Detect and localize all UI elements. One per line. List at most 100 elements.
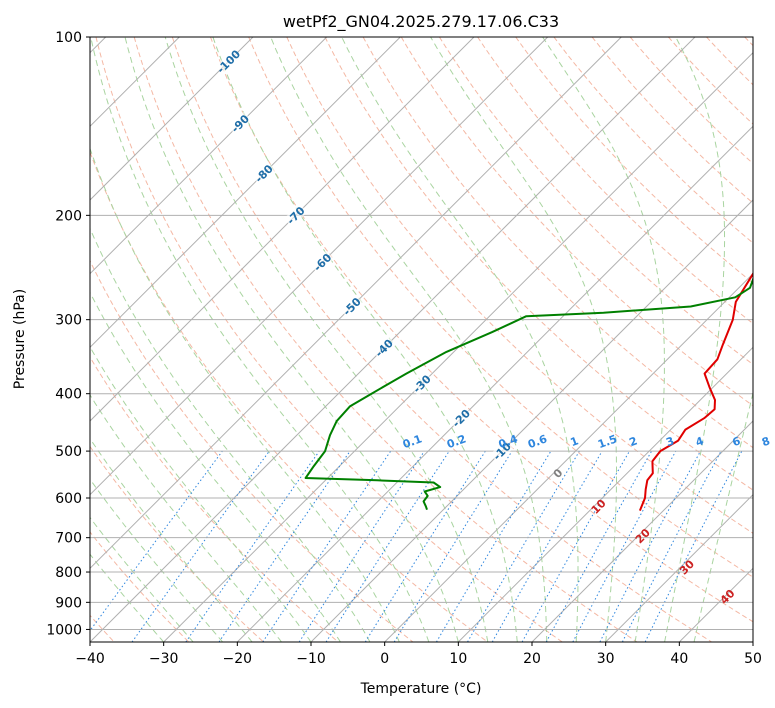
x-tick-label: −20 xyxy=(223,651,253,667)
dry-adiabat-line xyxy=(90,259,414,642)
dry-adiabat-line xyxy=(133,37,638,642)
x-tick-label: −10 xyxy=(296,651,326,667)
mixing-ratio-label: 4 xyxy=(694,434,706,449)
dry-adiabat-line xyxy=(95,37,563,642)
mixing-ratio-label: 3 xyxy=(664,434,676,449)
mixing-ratio-line xyxy=(572,450,677,642)
y-tick-label: 700 xyxy=(55,531,82,547)
mixing-ratio-label: 1 xyxy=(569,434,581,449)
dewpoint-profile-line xyxy=(304,276,753,511)
y-axis-title: Pressure (hPa) xyxy=(12,289,28,389)
isotherm-line xyxy=(90,37,696,642)
dry-adiabat-line xyxy=(400,37,753,407)
mixing-ratio-line xyxy=(185,450,320,642)
x-tick-label: 10 xyxy=(449,651,467,667)
isotherm-line xyxy=(605,493,753,642)
isotherm-label-bg xyxy=(449,406,474,431)
isotherm-line xyxy=(384,272,753,642)
isotherm-label-bg xyxy=(371,336,396,361)
isotherm-label-bg xyxy=(409,371,434,396)
x-tick-label: 50 xyxy=(744,651,762,667)
x-tick-label: 30 xyxy=(597,651,615,667)
moist-adiabat-line xyxy=(90,394,282,642)
isotherm-label-bg xyxy=(310,250,335,275)
x-tick-label: 40 xyxy=(670,651,688,667)
moist-adiabat-line xyxy=(90,478,223,642)
dry-adiabat-line xyxy=(90,445,264,642)
isotherm-line xyxy=(90,37,622,570)
moist-adiabat-line xyxy=(164,37,489,642)
mixing-ratio-label: 1.5 xyxy=(596,432,619,451)
mixing-ratio-line xyxy=(131,450,270,642)
x-tick-label: −30 xyxy=(149,651,179,667)
mixing-ratio-line xyxy=(521,450,630,642)
isotherm-line xyxy=(90,37,328,275)
mixing-ratio-label: 0.2 xyxy=(445,432,468,451)
mixing-ratio-line xyxy=(262,450,392,642)
dry-adiabat-line xyxy=(171,37,712,642)
dry-adiabat-line xyxy=(286,37,753,534)
y-tick-label: 200 xyxy=(55,208,82,224)
x-tick-label: −40 xyxy=(75,651,105,667)
moist-adiabat-line xyxy=(270,37,548,642)
isotherm-line xyxy=(90,37,254,201)
profile-lines xyxy=(304,271,753,511)
x-tick-label: 0 xyxy=(380,651,389,667)
moist-adiabat-line xyxy=(664,37,726,642)
y-tick-label: 400 xyxy=(55,387,82,403)
mixing-ratio-label: 8 xyxy=(760,434,772,449)
mixing-ratio-label: 0.6 xyxy=(526,432,549,451)
mixing-ratio-line xyxy=(644,450,743,642)
moist-adiabat-line xyxy=(90,553,165,642)
isotherm-line xyxy=(90,37,475,422)
isotherm-line xyxy=(531,420,753,642)
isotherm-line xyxy=(457,346,753,642)
mixing-ratio-line xyxy=(545,450,653,642)
mixing-ratio-line xyxy=(218,450,351,642)
dry-adiabat-line xyxy=(248,37,753,578)
moist-adiabat-line xyxy=(212,37,518,642)
dry-adiabat-line xyxy=(629,37,753,165)
moist-adiabat-line xyxy=(542,37,665,642)
dry-adiabat-line xyxy=(553,37,753,244)
mixing-ratio-line xyxy=(90,450,223,632)
mixing-ratio-line xyxy=(325,450,450,642)
mixing-ratio-line xyxy=(298,450,425,642)
moist-adiabat-line xyxy=(90,227,371,642)
moist-adiabat-line xyxy=(90,516,194,642)
dry-adiabat-line xyxy=(438,37,753,366)
moist-adiabat-line xyxy=(90,437,253,642)
dry-adiabat-line xyxy=(90,356,339,642)
y-tick-label: 300 xyxy=(55,313,82,329)
moist-adiabat-line xyxy=(90,291,341,642)
y-tick-label: 500 xyxy=(55,444,82,460)
mixing-ratio-label: 6 xyxy=(731,434,743,449)
moist-adiabat-line xyxy=(124,37,459,642)
isotherm-label-bg xyxy=(283,203,308,228)
moist-adiabat-line xyxy=(430,37,617,642)
mixing-ratio-label: 0.4 xyxy=(497,432,520,451)
isotherm-line xyxy=(163,51,753,642)
mixing-ratio-label: 0.1 xyxy=(401,432,424,451)
isotherm-label-bg xyxy=(216,49,241,74)
isotherm-line xyxy=(310,199,753,642)
isotherm-label-bg xyxy=(228,111,253,136)
x-axis-title: Temperature (°C) xyxy=(360,681,482,697)
moist-adiabat-line xyxy=(90,37,430,642)
moist-adiabat-line xyxy=(341,37,579,642)
y-tick-label: 1000 xyxy=(46,622,82,638)
isotherm-label-bg xyxy=(489,439,514,464)
dry-adiabat-line xyxy=(324,37,753,491)
isotherm-label-bg xyxy=(251,161,276,186)
isotherm-line xyxy=(236,125,753,642)
background-lines xyxy=(90,37,753,642)
y-tick-label: 800 xyxy=(55,565,82,581)
y-tick-label: 900 xyxy=(55,595,82,611)
isotherm-label-bg xyxy=(339,294,364,319)
isotherm-line xyxy=(90,37,549,496)
y-tick-label: 100 xyxy=(55,30,82,46)
moist-adiabat-line xyxy=(693,390,753,642)
y-tick-label: 600 xyxy=(55,491,82,507)
